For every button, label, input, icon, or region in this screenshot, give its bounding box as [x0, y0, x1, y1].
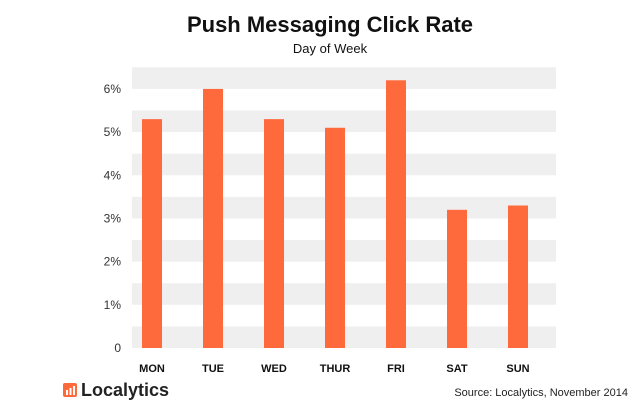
y-tick-label: 3%: [104, 211, 122, 225]
bar-tue: [203, 88, 223, 348]
y-tick-label: 6%: [104, 82, 122, 96]
bar-sat: [447, 209, 467, 348]
x-axis-ticks: MON TUE WED THUR FRI SAT SUN: [139, 363, 529, 375]
grid-band: [132, 67, 556, 89]
bar-fri: [386, 80, 406, 348]
chart-subtitle: Day of Week: [293, 41, 368, 56]
x-tick-label: MON: [139, 363, 165, 375]
source-note: Source: Localytics, November 2014: [454, 387, 628, 399]
y-tick-label: 2%: [104, 255, 122, 269]
localytics-bar-logo-icon: [63, 383, 77, 397]
bar-thur: [325, 127, 345, 348]
x-tick-label: TUE: [202, 363, 224, 375]
x-tick-label: FRI: [387, 363, 405, 375]
y-tick-label: 5%: [104, 125, 122, 139]
x-tick-label: SUN: [506, 363, 529, 375]
bar-sun: [508, 205, 528, 348]
y-tick-label: 0: [114, 341, 121, 355]
bar-series: [142, 80, 528, 349]
x-tick-label: WED: [261, 363, 287, 375]
chart-title: Push Messaging Click Rate: [187, 12, 473, 37]
y-tick-label: 1%: [104, 298, 122, 312]
y-axis-ticks: 0 1% 2% 3% 4% 5% 6%: [104, 82, 122, 355]
grid-band: [132, 110, 556, 133]
x-tick-label: SAT: [446, 363, 467, 375]
x-tick-label: THUR: [320, 363, 351, 375]
brand-name: Localytics: [81, 380, 169, 400]
bar-wed: [264, 119, 284, 349]
y-tick-label: 4%: [104, 168, 122, 182]
bar-mon: [142, 119, 162, 349]
localytics-logo: Localytics: [63, 380, 169, 400]
